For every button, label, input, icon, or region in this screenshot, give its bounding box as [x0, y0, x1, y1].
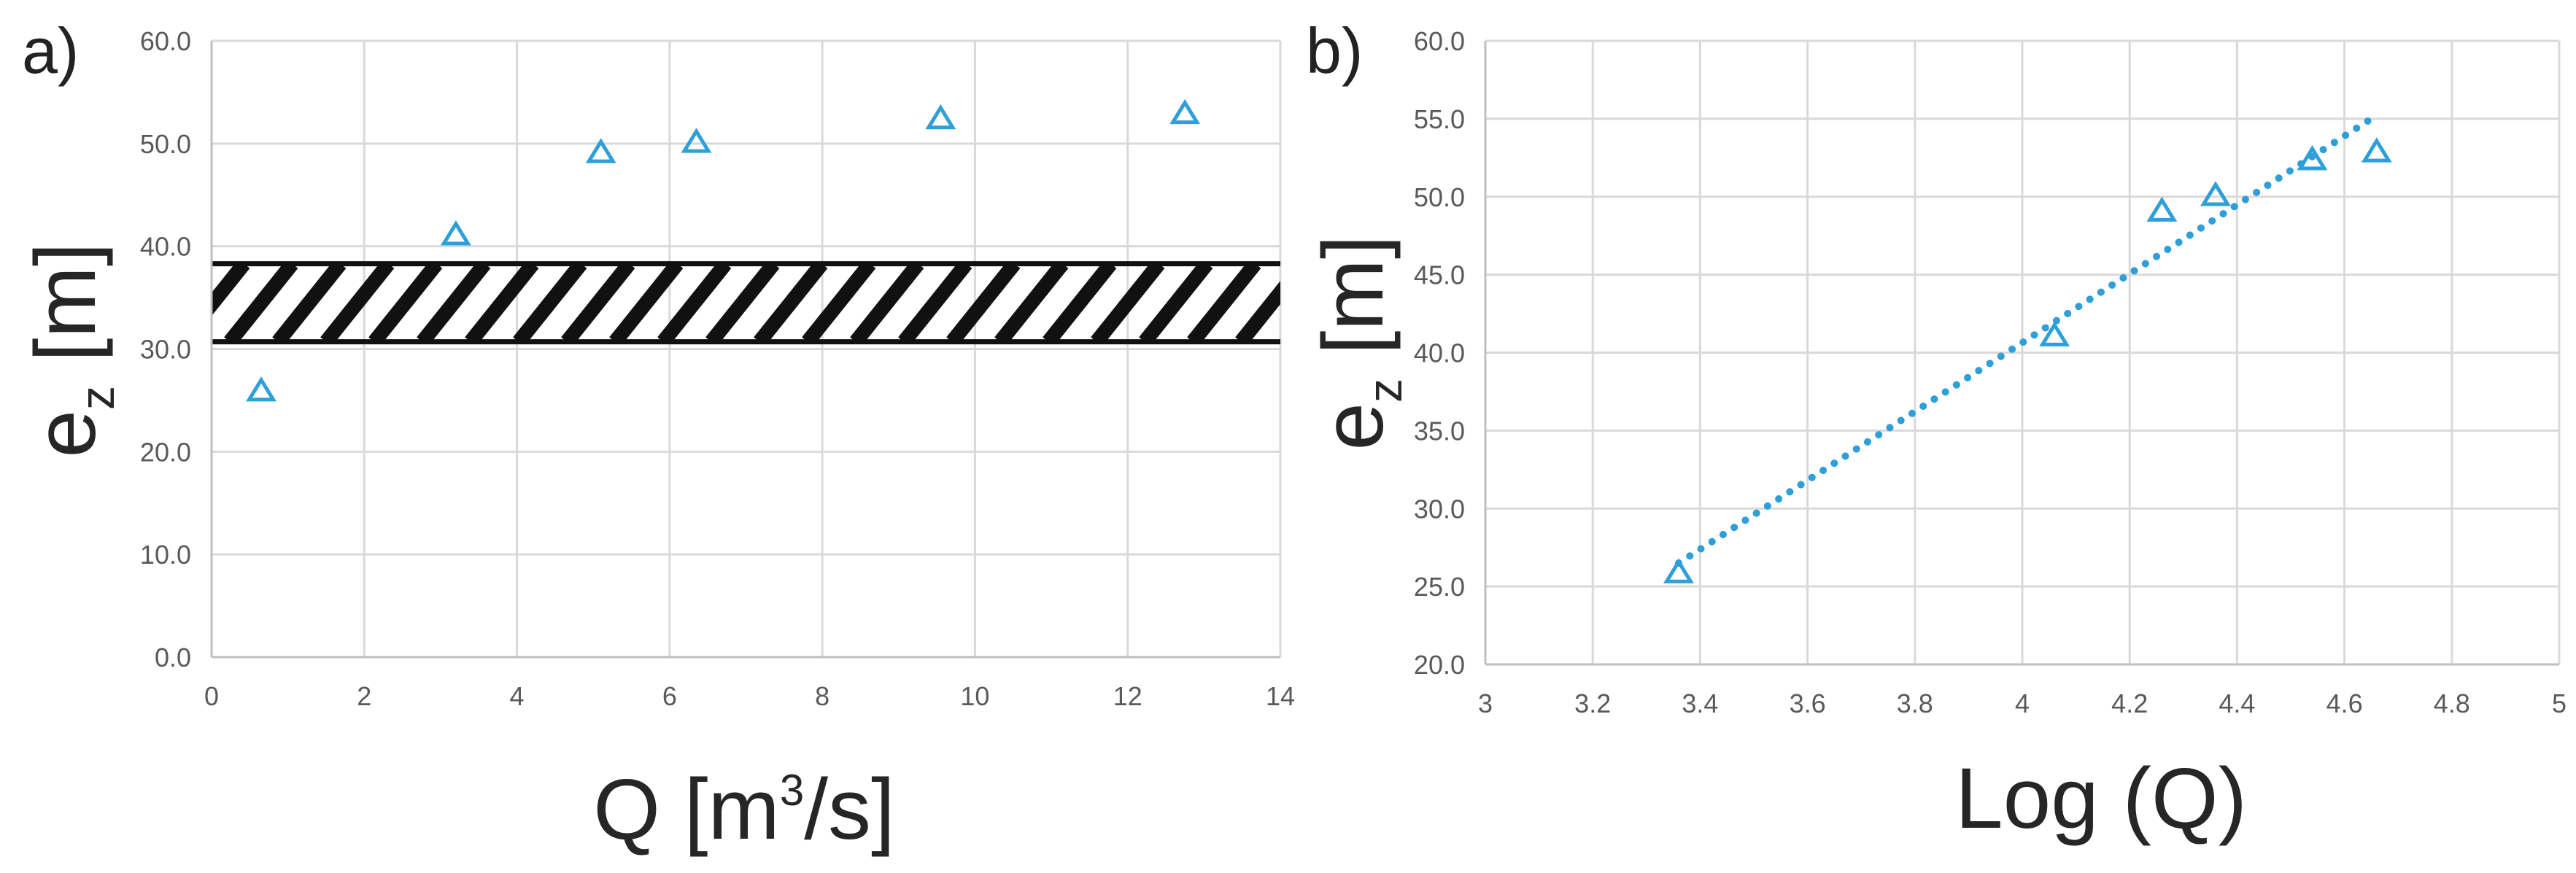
hatch-line	[1187, 263, 1261, 342]
y-tick-label: 45.0	[1414, 260, 1465, 290]
y-tick-label: 30.0	[140, 335, 191, 365]
panel-b-chart: b) 20.025.030.035.040.045.050.055.060.0 …	[1305, 15, 2567, 847]
hatch-line	[754, 263, 828, 342]
x-tick-label: 3.2	[1574, 688, 1611, 718]
panel-a-chart: a) 0.0 10.0 20.0 30.0 40.0 50.0 60.0 0 2 4 6 8 10 12…	[18, 15, 1295, 858]
hatch-line	[946, 263, 1021, 342]
x-tick-label: 4.4	[2219, 688, 2255, 718]
x-tick-label: 4	[510, 681, 525, 711]
y-tick-label: 10.0	[140, 540, 191, 570]
hatch-line	[224, 263, 298, 342]
data-point-triangle	[246, 376, 276, 402]
hatch-line	[368, 263, 443, 342]
panel-b-trendline	[1674, 115, 2375, 567]
y-tick-label: 25.0	[1414, 572, 1465, 602]
panel-b-axes	[1484, 41, 2559, 666]
data-point-triangle	[2039, 321, 2070, 346]
hatch-line	[561, 263, 635, 342]
hatch-line	[850, 263, 924, 342]
x-tick-label: 12	[1113, 681, 1142, 711]
panel-a-y-axis-title: ez [m]	[18, 242, 124, 457]
x-tick-label: 3.8	[1897, 688, 1933, 718]
data-point-triangle	[2297, 145, 2328, 171]
panel-a-x-axis-title: Q [m3/s]	[593, 761, 895, 858]
data-point-triangle	[681, 128, 712, 153]
x-tick-label: 10	[960, 681, 989, 711]
y-tick-label: 60.0	[140, 26, 191, 56]
y-tick-label: 20.0	[1414, 650, 1465, 680]
x-tick-label: 3	[1478, 688, 1493, 718]
data-point-triangle	[2361, 137, 2392, 163]
x-tick-label: 3.4	[1682, 688, 1718, 718]
x-tick-label: 3.6	[1790, 688, 1826, 718]
x-tick-label: 6	[662, 681, 677, 711]
hatch-line	[1235, 281, 1280, 342]
y-tick-label: 0.0	[155, 643, 191, 672]
panel-a-label: a)	[22, 15, 79, 87]
hatch-line	[1091, 263, 1165, 342]
x-tick-label: 5	[2552, 688, 2567, 718]
panel-b-y-tick-labels: 20.0 25.0 30.0 35.0 40.0 45.0 50.0 55.0 60.0	[1414, 26, 1465, 680]
panel-b-grid	[1484, 39, 2561, 666]
data-point-triangle	[1663, 558, 1694, 583]
y-tick-label: 30.0	[1414, 494, 1465, 524]
panel-b-x-axis-title: Log (Q)	[1955, 750, 2247, 847]
y-tick-label: 40.0	[1414, 338, 1465, 368]
hatch-line	[1043, 263, 1117, 342]
panel-a-data-points	[246, 98, 1201, 402]
hatch-line	[320, 263, 395, 342]
x-tick-label: 4.6	[2326, 688, 2363, 718]
panel-b-x-tick-labels: 3 3.2 3.4 3.6 3.8 4 4.2 4.4 4.6 4.8 5	[1478, 688, 2567, 718]
hatch-line	[513, 263, 587, 342]
y-tick-label: 60.0	[1414, 26, 1465, 56]
data-point-triangle	[1169, 98, 1201, 125]
hatch-line	[134, 264, 196, 342]
hatch-line	[212, 263, 250, 317]
hatch-line	[994, 263, 1069, 342]
x-tick-label: 4.2	[2111, 688, 2148, 718]
y-tick-label: 50.0	[1414, 182, 1465, 212]
hatch-line	[802, 263, 876, 342]
hatch-line	[465, 263, 539, 342]
hatch-lines	[134, 263, 1280, 342]
panel-a-hatched-band	[134, 261, 1280, 345]
panel-a-y-tick-labels: 0.0 10.0 20.0 30.0 40.0 50.0 60.0	[140, 26, 191, 672]
x-tick-label: 4	[2015, 688, 2030, 718]
panel-a-grid	[210, 39, 1282, 659]
panel-b-y-axis-title: ez [m]	[1305, 235, 1412, 450]
panel-b-data-points	[1663, 137, 2392, 583]
panel-b-label: b)	[1306, 15, 1363, 87]
hatch-line	[657, 263, 732, 342]
data-point-triangle	[440, 220, 471, 246]
hatch-line	[609, 263, 684, 342]
data-point-triangle	[2200, 181, 2231, 206]
trendline	[1674, 115, 2375, 567]
x-tick-label: 14	[1266, 681, 1295, 711]
hatch-line	[417, 263, 491, 342]
panel-a-axes	[210, 41, 1280, 659]
y-tick-label: 40.0	[140, 232, 191, 262]
x-tick-label: 4.8	[2434, 688, 2470, 718]
hatch-line	[1139, 263, 1213, 342]
x-tick-label: 0	[204, 681, 219, 711]
y-tick-label: 55.0	[1414, 104, 1465, 134]
data-point-triangle	[585, 138, 616, 163]
x-tick-label: 2	[357, 681, 371, 711]
y-tick-label: 35.0	[1414, 416, 1465, 446]
y-tick-label: 20.0	[140, 437, 191, 467]
x-tick-label: 8	[815, 681, 829, 711]
data-point-triangle	[925, 104, 956, 130]
panel-a-x-tick-labels: 0 2 4 6 8 10 12 14	[204, 681, 1295, 711]
hatch-line	[898, 263, 972, 342]
data-point-triangle	[2146, 196, 2178, 222]
y-tick-label: 50.0	[140, 129, 191, 159]
hatch-line	[272, 263, 347, 342]
hatch-line	[705, 263, 780, 342]
